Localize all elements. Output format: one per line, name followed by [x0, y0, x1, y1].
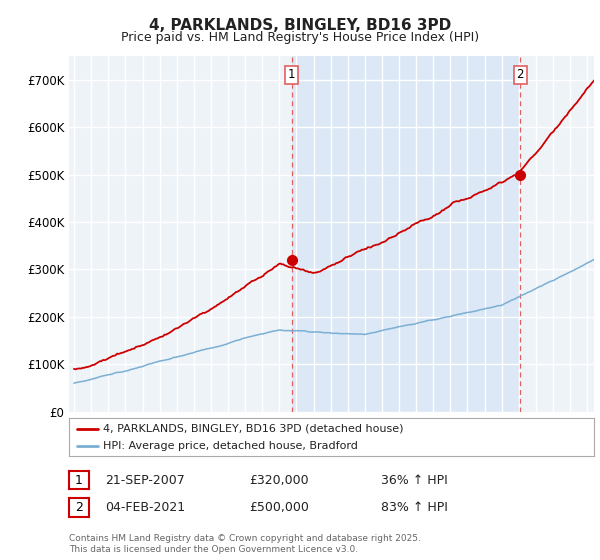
Text: 21-SEP-2007: 21-SEP-2007 [105, 474, 185, 487]
Text: £320,000: £320,000 [249, 474, 308, 487]
Text: 83% ↑ HPI: 83% ↑ HPI [381, 501, 448, 515]
Text: £500,000: £500,000 [249, 501, 309, 515]
Bar [292, 56, 520, 412]
Text: 2: 2 [517, 68, 524, 81]
Text: 2: 2 [75, 501, 83, 514]
Text: 36% ↑ HPI: 36% ↑ HPI [381, 474, 448, 487]
Text: HPI: Average price, detached house, Bradford: HPI: Average price, detached house, Brad… [103, 441, 358, 451]
Text: Contains HM Land Registry data © Crown copyright and database right 2025.
This d: Contains HM Land Registry data © Crown c… [69, 534, 421, 554]
Text: 1: 1 [288, 68, 295, 81]
Text: 1: 1 [75, 474, 83, 487]
Text: 4, PARKLANDS, BINGLEY, BD16 3PD: 4, PARKLANDS, BINGLEY, BD16 3PD [149, 18, 451, 33]
Text: 4, PARKLANDS, BINGLEY, BD16 3PD (detached house): 4, PARKLANDS, BINGLEY, BD16 3PD (detache… [103, 423, 404, 433]
Text: Price paid vs. HM Land Registry's House Price Index (HPI): Price paid vs. HM Land Registry's House … [121, 31, 479, 44]
Text: 04-FEB-2021: 04-FEB-2021 [105, 501, 185, 515]
